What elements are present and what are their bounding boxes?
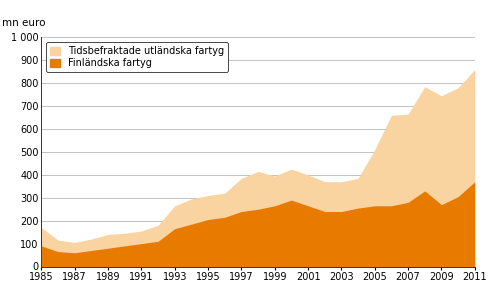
Text: mn euro: mn euro — [2, 18, 46, 28]
Legend: Tidsbefraktade utländska fartyg, Finländska fartyg: Tidsbefraktade utländska fartyg, Finländ… — [46, 42, 228, 72]
